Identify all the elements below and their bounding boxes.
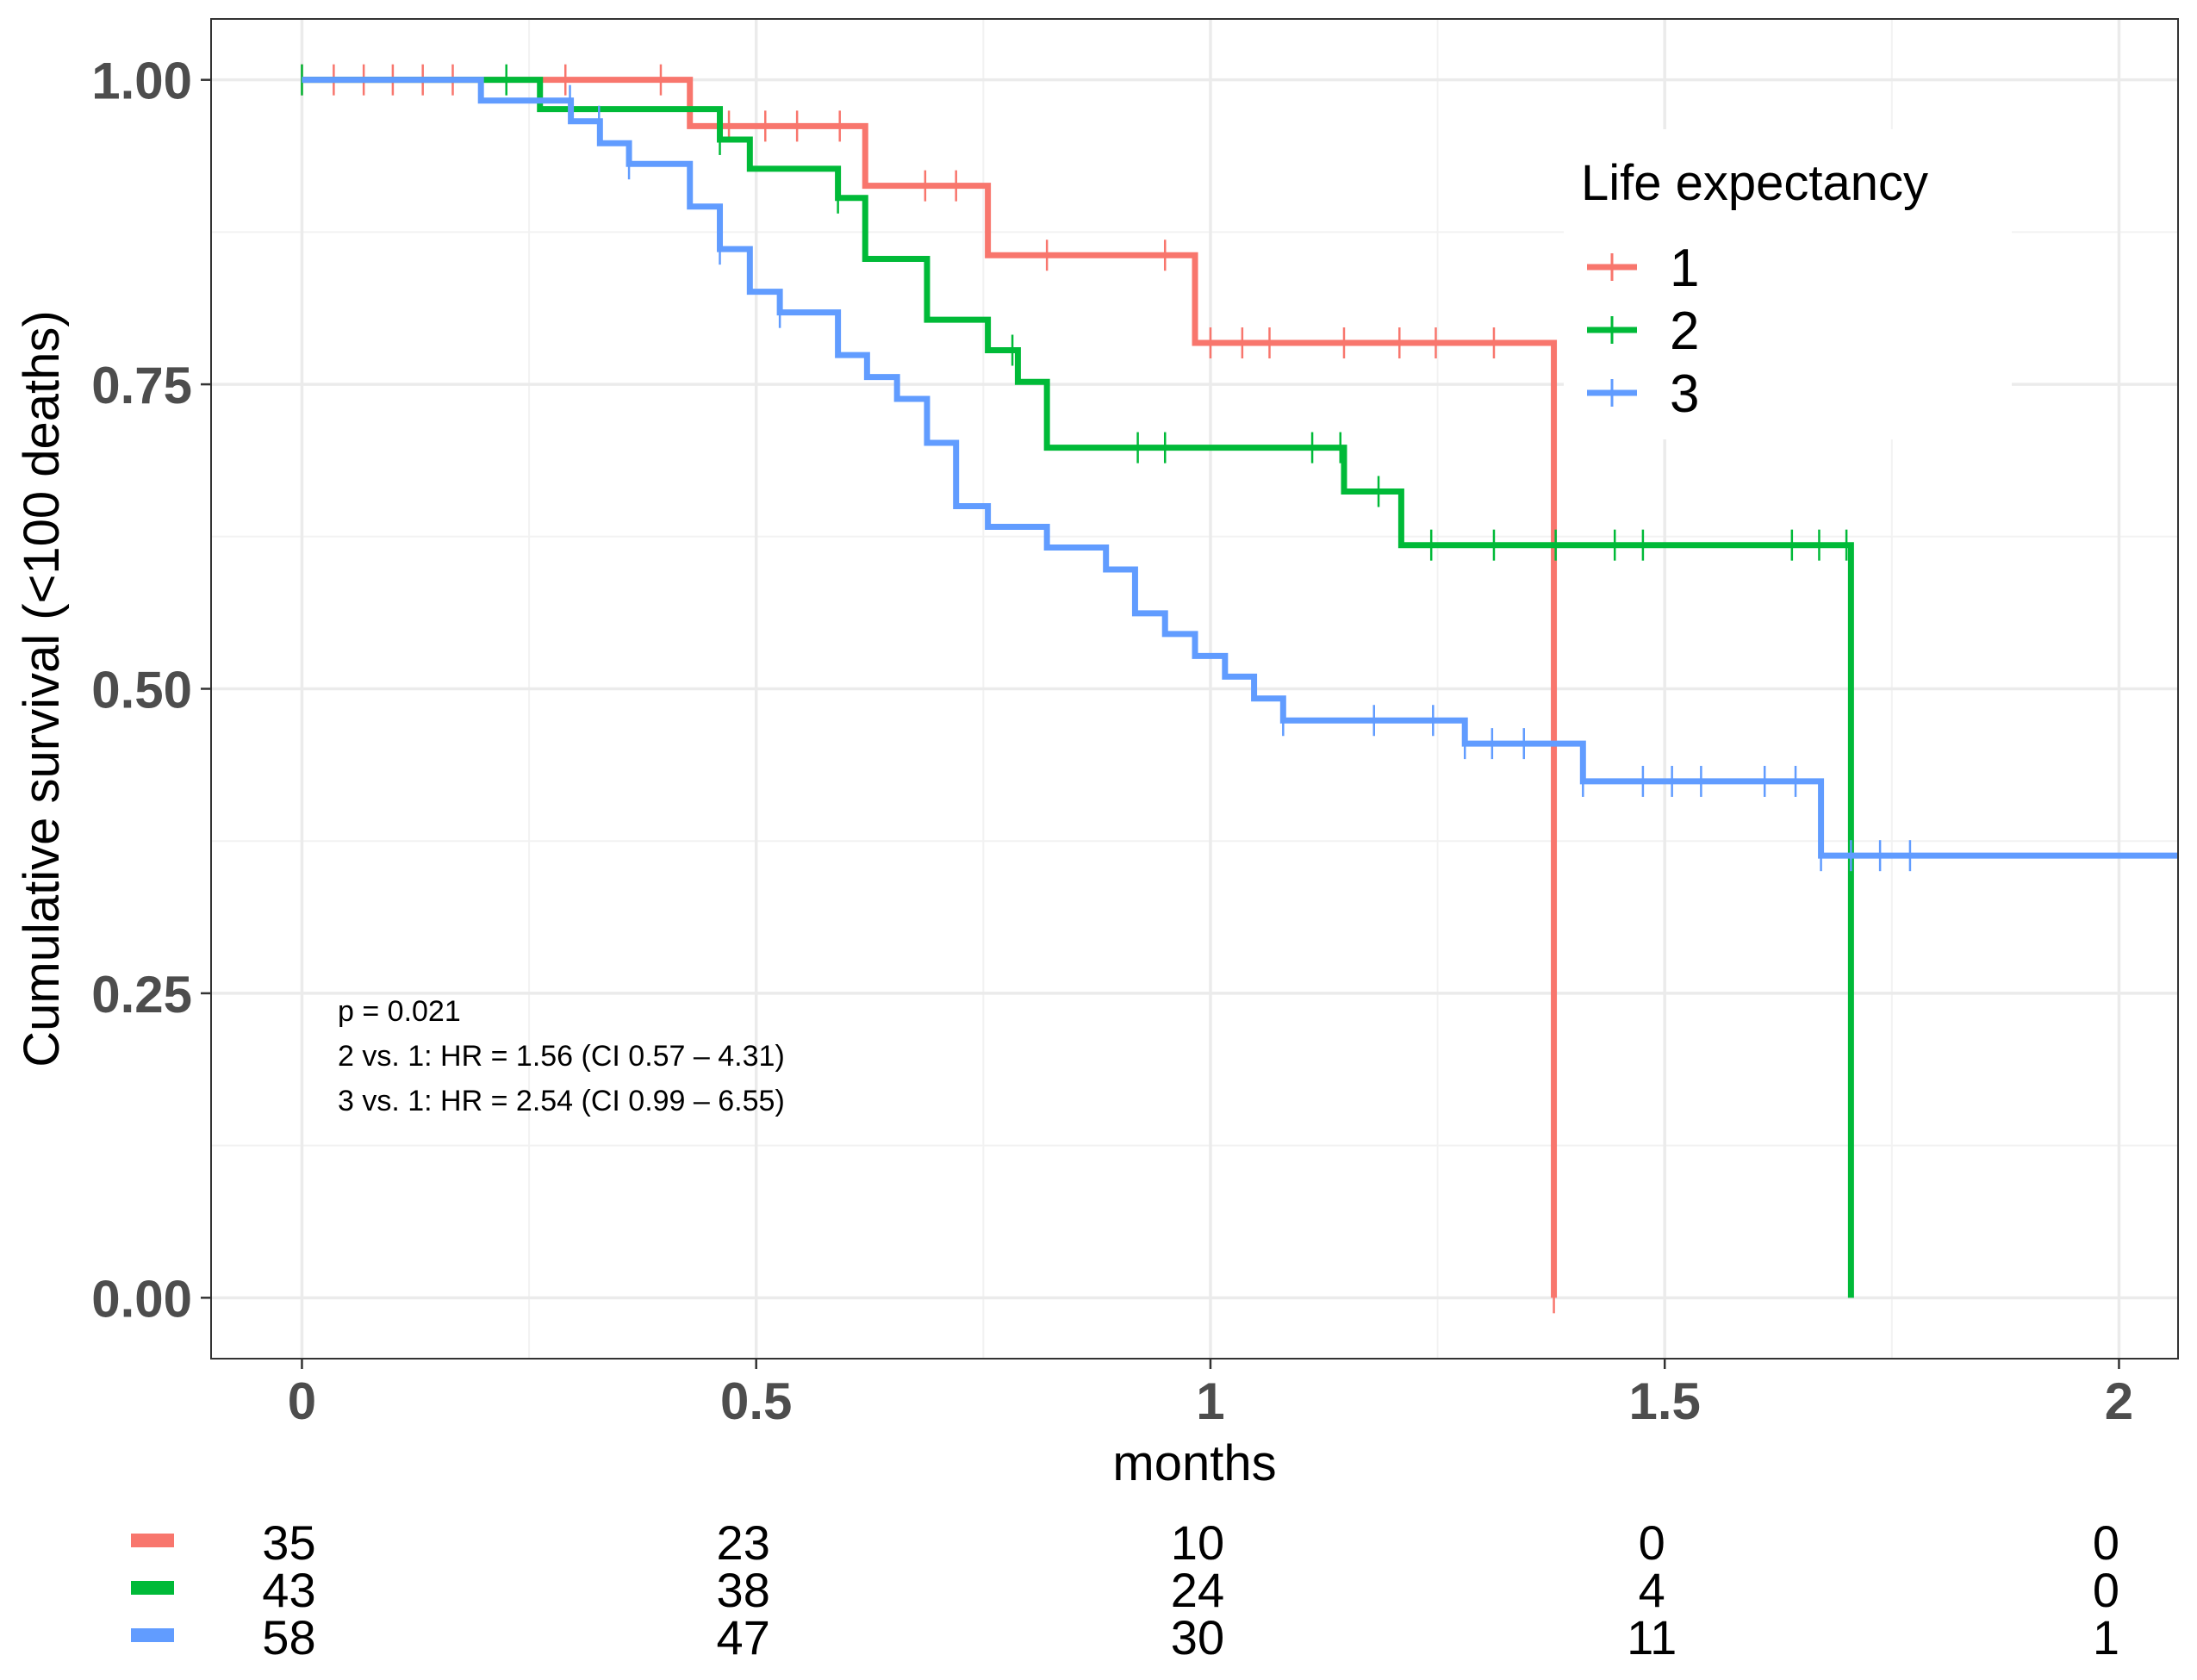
y-tick-label: 0.25 — [91, 966, 192, 1024]
axes: 0.00 0.25 0.50 0.75 1.00 0 0.5 1 1.5 2 — [91, 53, 2133, 1430]
y-tick-label: 0.75 — [91, 357, 192, 414]
legend-label: 2 — [1670, 302, 1699, 361]
risk-count: 11 — [1627, 1610, 1677, 1664]
risk-count: 10 — [1171, 1515, 1224, 1570]
y-tick-label: 0.50 — [91, 662, 192, 719]
grid-lines — [211, 19, 2178, 1359]
series-2 — [301, 64, 1854, 1298]
series-3 — [302, 77, 2178, 872]
legend-label: 3 — [1670, 364, 1699, 424]
risk-row-color-key — [131, 1534, 174, 1547]
y-tick-label: 0.00 — [91, 1270, 192, 1328]
risk-count: 0 — [1639, 1515, 1665, 1570]
legend-title: Life expectancy — [1581, 155, 1928, 211]
risk-count: 58 — [262, 1610, 315, 1664]
series-layer — [301, 64, 2178, 1314]
risk-count: 47 — [717, 1610, 770, 1664]
legend: Life expectancy 123 — [1564, 129, 2012, 439]
y-tick-label: 1.00 — [91, 53, 192, 110]
x-tick-label: 1 — [1196, 1372, 1224, 1430]
x-axis-label: months — [1112, 1435, 1276, 1491]
legend-background — [1564, 129, 2012, 439]
x-tick-label: 0 — [288, 1372, 316, 1430]
x-tick-label: 0.5 — [720, 1372, 792, 1430]
risk-count: 1 — [2093, 1610, 2119, 1664]
annotation-line: 2 vs. 1: HR = 1.56 (CI 0.57 – 4.31) — [338, 1040, 785, 1073]
risk-count: 0 — [2093, 1515, 2119, 1570]
risk-count: 30 — [1171, 1610, 1224, 1664]
series-line-3 — [302, 77, 2178, 859]
y-axis-label: Cumulative survival (<100 deaths) — [14, 310, 70, 1067]
x-tick-label: 2 — [2105, 1372, 2133, 1430]
risk-count: 0 — [2093, 1563, 2119, 1617]
annotation-line: 3 vs. 1: HR = 2.54 (CI 0.99 – 6.55) — [338, 1085, 785, 1117]
risk-count: 24 — [1171, 1563, 1224, 1617]
x-tick-label: 1.5 — [1628, 1372, 1700, 1430]
risk-count: 4 — [1639, 1563, 1665, 1617]
annotation-line: p = 0.021 — [338, 995, 461, 1028]
risk-table: 35 23 10 0 043 38 24 4 058 47 30 11 1 — [131, 1515, 2119, 1664]
legend-label: 1 — [1670, 239, 1699, 298]
stats-annotations: p = 0.021 2 vs. 1: HR = 1.56 (CI 0.57 – 4… — [338, 995, 785, 1117]
risk-row-color-key — [131, 1628, 174, 1642]
risk-count: 38 — [717, 1563, 770, 1617]
risk-count: 43 — [262, 1563, 315, 1617]
risk-count: 35 — [262, 1515, 315, 1570]
risk-row-color-key — [131, 1581, 174, 1595]
risk-count: 23 — [717, 1515, 770, 1570]
